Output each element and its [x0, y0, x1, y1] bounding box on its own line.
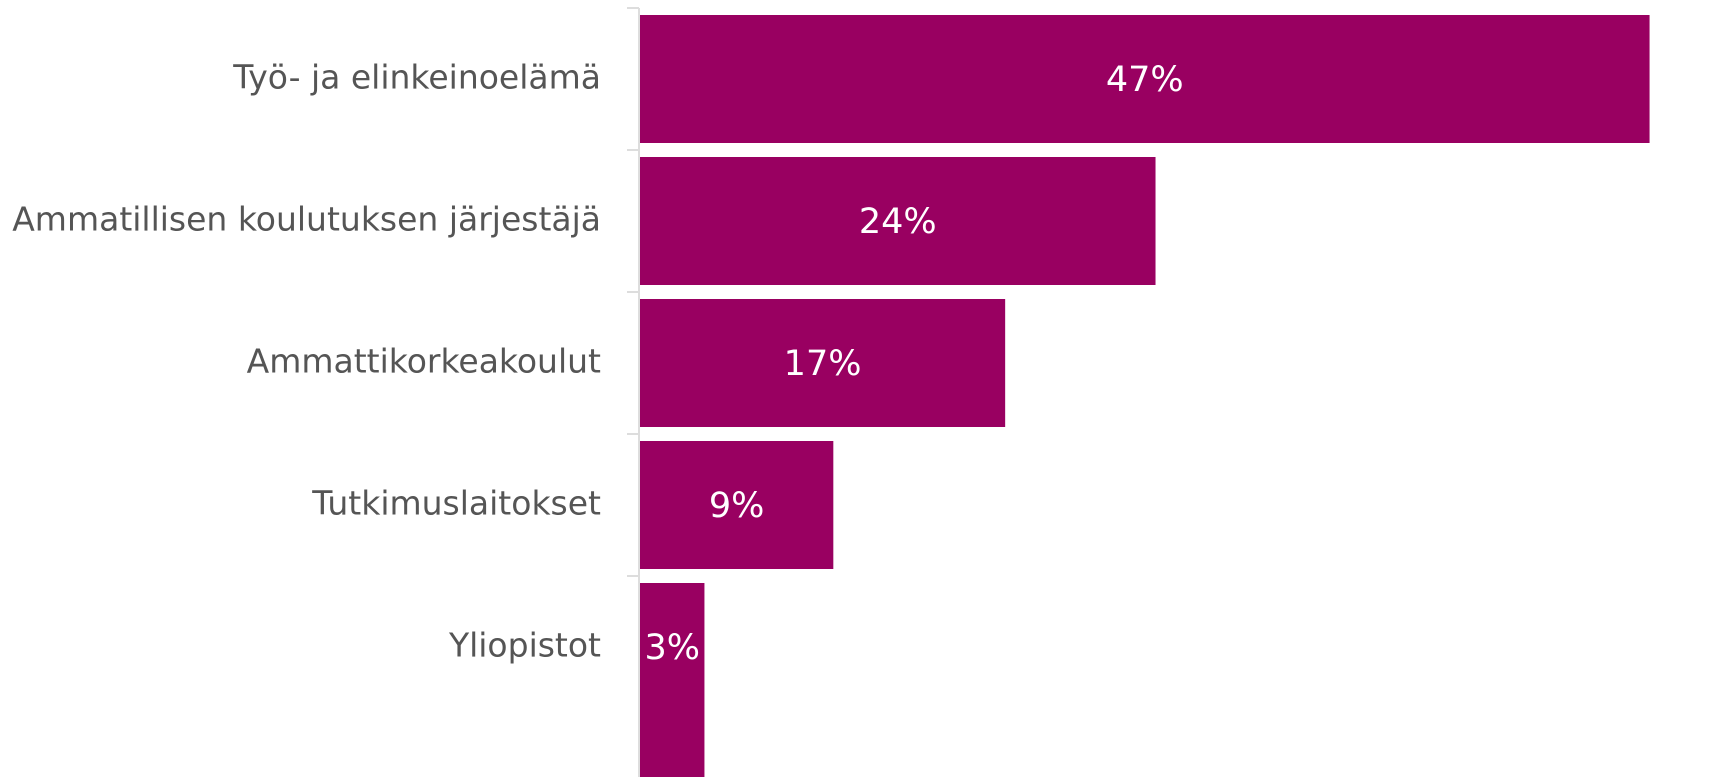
category-label: Ammatillisen koulutuksen järjestäjä [12, 200, 601, 239]
value-label: 3% [644, 628, 700, 668]
category-label: Ammattikorkeakoulut [247, 342, 601, 381]
bar [640, 583, 705, 777]
category-label: Tutkimuslaitokset [311, 484, 601, 523]
bar [640, 157, 1156, 285]
value-label: 24% [859, 202, 937, 242]
category-label: Yliopistot [448, 626, 601, 665]
value-label: 9% [709, 486, 765, 526]
value-label: 47% [1106, 60, 1184, 100]
category-separators [627, 7, 639, 577]
value-label: 17% [784, 344, 862, 384]
bar [640, 441, 834, 569]
category-label: Työ- ja elinkeinoelämä [232, 58, 601, 97]
bar [640, 299, 1006, 427]
bar [640, 15, 1650, 143]
